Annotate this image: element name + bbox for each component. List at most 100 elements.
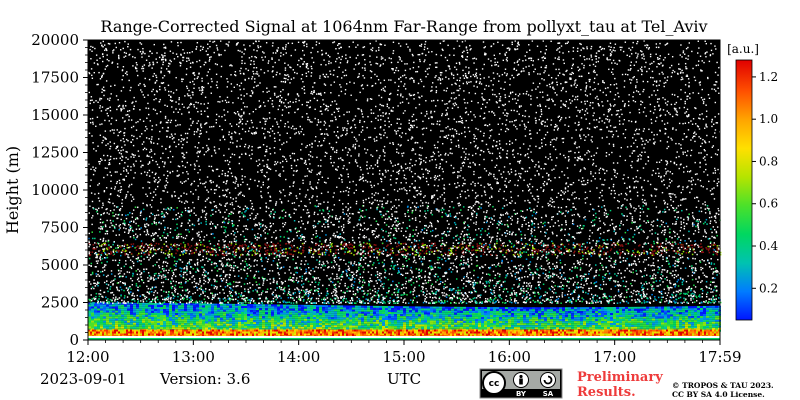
heatmap-cell [366,242,368,245]
heatmap-cell [481,306,484,309]
heatmap-cell [212,251,214,253]
heatmap-cell [308,331,310,334]
heatmap-cell [185,248,188,250]
heatmap-cell [223,319,226,322]
heatmap-cell [544,329,546,332]
heatmap-cell [178,331,180,334]
heatmap-cell [175,313,178,316]
heatmap-cell [715,313,718,316]
heatmap-cell [478,331,480,334]
heatmap-cell [166,313,169,316]
heatmap-cell [658,326,661,329]
heatmap-cell [433,245,435,247]
heatmap-cell [296,331,298,334]
heatmap-cell [175,317,178,320]
heatmap-cell [586,323,589,326]
heatmap-cell [279,244,282,247]
heatmap-cell [271,316,274,319]
heatmap-cell [483,248,485,251]
heatmap-cell [378,253,380,256]
heatmap-cell [411,249,414,251]
heatmap-cell [262,324,265,327]
heatmap-cell [200,329,202,332]
heatmap-cell [412,308,415,311]
heatmap-cell [367,319,370,322]
heatmap-cell [415,310,418,313]
heatmap-cell [391,310,394,313]
heatmap-cell [337,305,340,308]
heatmap-cell [265,328,268,331]
heatmap-cell [268,316,271,319]
heatmap-cell [424,326,427,329]
heatmap-cell [646,316,649,319]
heatmap-cell [121,308,124,311]
heatmap-cell [254,250,257,252]
heatmap-cell [369,245,371,247]
heatmap-cell [619,322,622,325]
heatmap-cell [163,303,166,306]
heatmap-cell [604,325,607,328]
heatmap-cell [634,306,637,309]
heatmap-cell [112,306,115,309]
heatmap-cell [198,242,200,245]
heatmap-cell [318,333,320,336]
heatmap-cell [379,321,382,324]
heatmap-cell [490,315,493,318]
heatmap-cell [646,312,649,315]
heatmap-cell [487,315,490,318]
heatmap-cell [431,251,433,253]
heatmap-cell [274,312,277,315]
heatmap-cell [661,316,664,319]
heatmap-cell [704,331,706,334]
heatmap-cell [424,314,427,317]
heatmap-cell [158,243,160,245]
heatmap-cell [450,329,452,332]
heatmap-cell [138,247,140,250]
heatmap-cell [598,333,600,336]
heatmap-cell [115,318,118,321]
heatmap-cell [643,320,646,323]
heatmap-cell [349,313,352,316]
heatmap-cell [409,318,412,321]
heatmap-cell [472,320,475,323]
heatmap-cell [322,333,324,336]
heatmap-cell [551,253,554,256]
heatmap-cell [712,251,715,253]
heatmap-cell [560,331,562,334]
heatmap-cell [439,310,442,313]
heatmap-cell [412,328,415,331]
heatmap-cell [229,307,232,310]
heatmap-cell [514,327,517,330]
heatmap-cell [265,304,268,307]
heatmap-cell [100,306,103,309]
heatmap-cell [361,309,364,312]
heatmap-cell [693,250,696,253]
heatmap-cell [193,252,196,254]
heatmap-cell [566,331,568,334]
heatmap-cell [253,308,256,311]
heatmap-cell [151,312,154,315]
heatmap-cell [157,324,160,327]
heatmap-cell [638,333,640,336]
heatmap-cell [698,331,700,334]
heatmap-cell [706,331,708,334]
heatmap-cell [97,304,100,307]
heatmap-cell [226,317,229,320]
heatmap-cell [376,321,379,324]
heatmap-cell [193,303,196,306]
heatmap-cell [182,251,184,253]
heatmap-cell [169,317,172,320]
heatmap-cell [145,324,148,327]
heatmap-cell [559,319,562,322]
heatmap-cell [133,302,136,305]
heatmap-cell [403,316,406,319]
heatmap-cell [643,310,646,313]
heatmap-cell [688,328,691,331]
heatmap-cell [308,329,310,332]
heatmap-cell [92,244,95,246]
heatmap-cell [523,311,526,314]
heatmap-cell [508,309,511,312]
heatmap-cell [650,329,652,332]
heatmap-cell [232,329,234,332]
heatmap-cell [448,306,451,309]
